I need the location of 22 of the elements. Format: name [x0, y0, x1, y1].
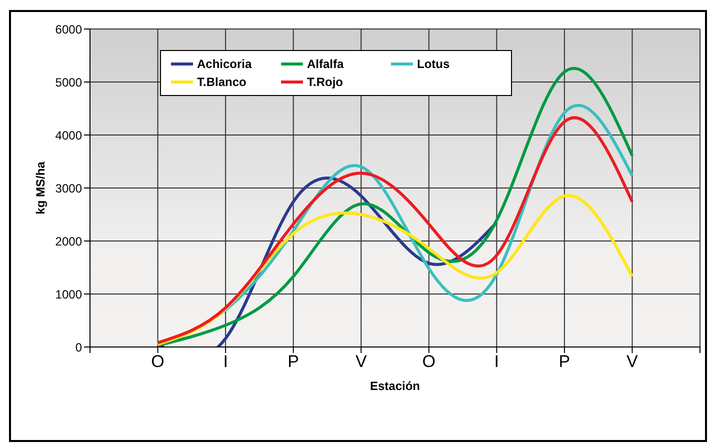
y-tick-label: 4000: [55, 128, 82, 142]
y-tick-label: 5000: [55, 75, 82, 90]
legend-label: Alfalfa: [307, 57, 344, 71]
legend-label: T.Blanco: [197, 75, 246, 89]
y-tick-label: 1000: [55, 287, 82, 302]
y-tick-label: 3000: [55, 181, 82, 196]
x-tick-label: I: [494, 352, 500, 372]
x-tick-label: O: [422, 352, 436, 372]
y-tick-label: 6000: [55, 22, 82, 36]
legend-label: T.Rojo: [307, 75, 343, 89]
x-tick-label: V: [355, 352, 368, 372]
x-tick-label: V: [626, 352, 639, 372]
y-tick-label: 2000: [55, 234, 82, 248]
x-tick-label: O: [151, 352, 164, 372]
legend-label: Lotus: [417, 57, 450, 71]
x-tick-label: P: [558, 352, 570, 372]
x-tick-label: P: [288, 352, 300, 372]
y-axis-title: kg MS/ha: [33, 161, 48, 214]
x-tick-label: I: [223, 352, 228, 372]
y-tick-label: 0: [75, 340, 82, 354]
x-axis-title: Estación: [370, 379, 420, 393]
legend-label: Achicoria: [197, 57, 252, 71]
